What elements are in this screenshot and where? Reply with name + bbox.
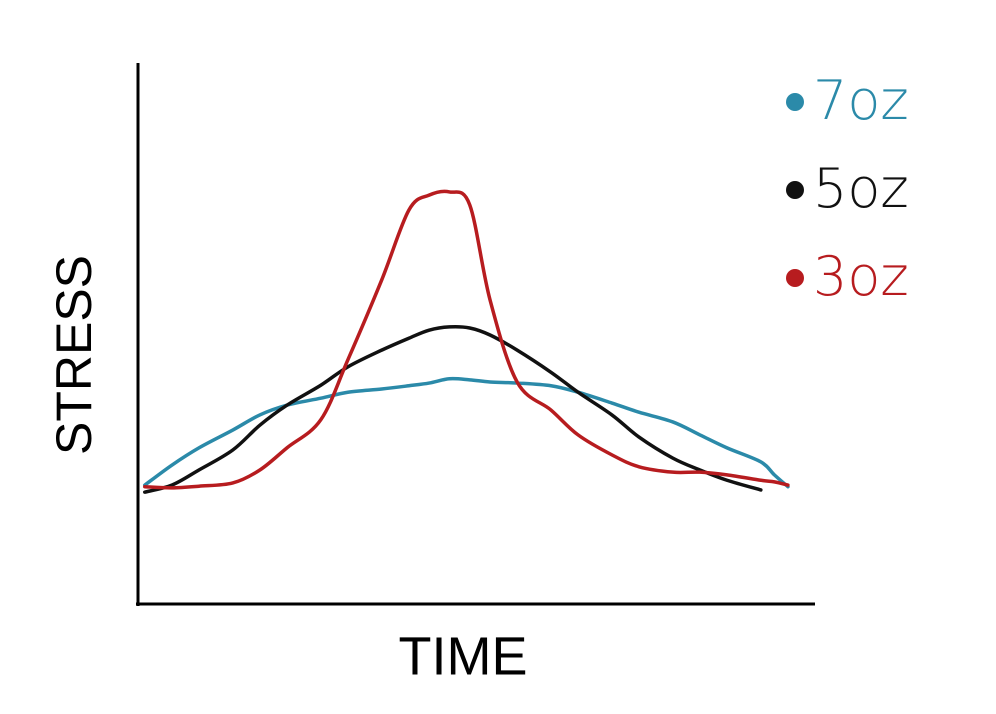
legend-marker (786, 93, 804, 111)
legend-label: 5oz (813, 157, 909, 220)
legend-label: 7oz (813, 69, 909, 132)
line (143, 324, 763, 494)
legend-marker (786, 181, 804, 199)
legend-marker (786, 269, 804, 287)
line (143, 376, 790, 489)
line (143, 189, 790, 490)
y-axis-label: STRESS (46, 255, 102, 455)
legend-label: 3oz (813, 245, 909, 308)
x-axis-label: TIME (399, 626, 528, 686)
